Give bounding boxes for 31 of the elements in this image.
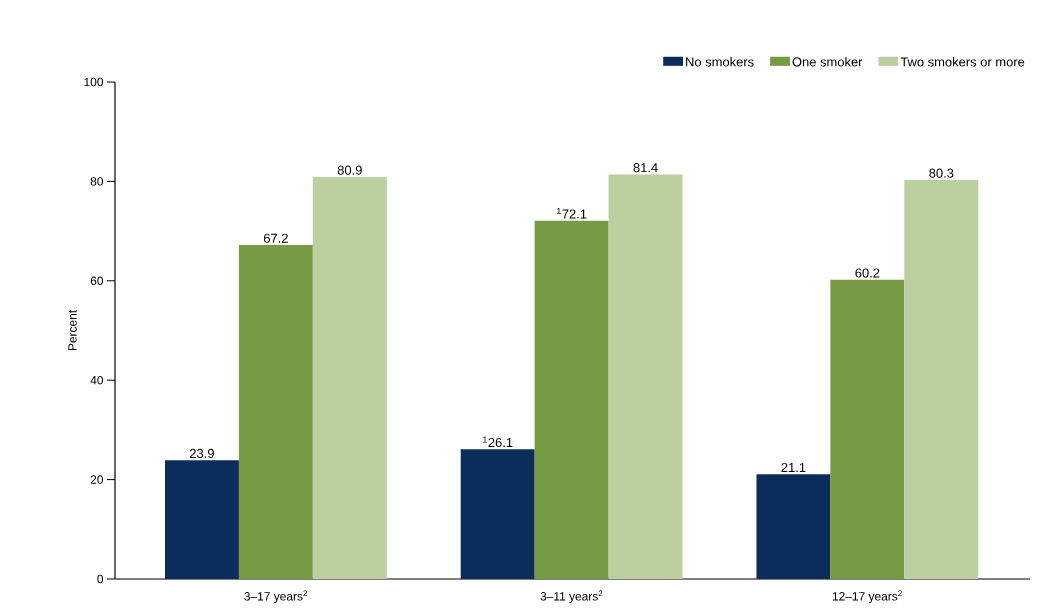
x-tick-label: 12–17 years$^{2}$ [832,590,902,603]
x-tick-label: 3–11 years$^{2}$ [540,590,603,603]
data-label: $^{1}$26.1 [483,436,513,448]
bar [164,460,239,579]
y-tick-label: 0 [97,574,104,584]
y-tick-label: 60 [90,276,104,286]
bar [904,179,979,579]
bar [608,174,683,579]
data-label: 80.9 [337,165,362,175]
bar [830,279,905,579]
y-tick-label: 80 [90,177,104,186]
legend-label: Two smokers or more [900,56,1025,67]
y-axis-title: Percent [68,309,77,351]
y-tick-label: 40 [90,375,104,385]
y-tick-label: 100 [84,77,104,87]
y-tick-label: 20 [90,475,104,484]
data-label: 81.4 [633,163,658,173]
bar [238,245,313,579]
data-label: 23.9 [190,448,214,459]
legend-label: No smokers [686,56,754,67]
data-label: $^{1}$72.1 [556,207,587,219]
data-label: 80.3 [929,168,954,178]
bar [534,220,609,579]
data-label: 67.2 [263,233,288,243]
bar [312,176,387,579]
bar [756,474,831,579]
data-label: 60.2 [855,268,880,278]
bar [460,449,535,579]
legend-label: One smoker [792,56,863,67]
data-label: 21.1 [781,462,806,472]
x-tick-label: 3–17 years$^{2}$ [244,590,308,603]
